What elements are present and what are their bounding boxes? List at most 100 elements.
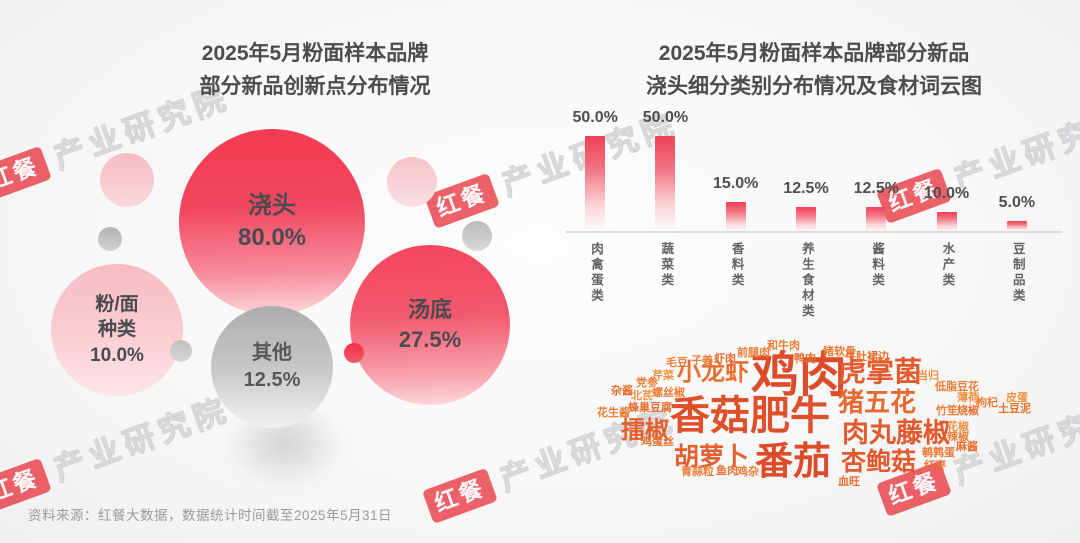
word-cloud: 鸡肉 香菇肥牛 番茄 虎掌菌 肉丸藤椒 猪五花 杏鲍菇 胡萝卜 小龙虾 擂椒 和牛肉 猪软骨 牛肚裙边 前… [595,335,1047,507]
bar-plot-area: 50.0% 50.0% 15.0% 12.5% 12.5% 10.0% 5.0% [560,105,1052,231]
bar-category-label: 豆制品类 [1010,242,1025,304]
word-cloud-term: 杏鲍菇 [841,448,917,476]
bubble-value: 27.5% [398,327,462,352]
bubble-value: 12.5% [243,369,301,391]
decor-circle-red [344,343,364,363]
bar-value-label: 10.0% [923,185,970,202]
bubble-jiaotou: 浇头 80.0% [179,129,365,315]
bubble-fenmian: 粉/面 种类 10.0% [51,264,183,396]
word-cloud-term: 小龙虾 [677,359,749,386]
word-cloud-term: 前腿肉 [737,347,770,359]
bar-category-label: 肉禽蛋类 [589,242,604,304]
decor-circle-gray-right [462,221,492,251]
bar-column-6: 5.0% [982,105,1052,231]
word-cloud-term: 红枣 [924,460,946,472]
watermark: 红餐产业研究院 [0,391,236,514]
word-cloud-term: 竹笙 [936,405,958,417]
source-note: 资料来源：红餐大数据，数据统计时间截至2025年5月31日 [28,508,393,523]
x-axis-line [566,231,1062,233]
word-cloud-term: 血旺 [838,476,860,488]
word-cloud-term: 蜂巢豆腐 [628,402,672,414]
word-cloud-term: 薄荷 [957,392,979,404]
bar [936,212,957,231]
bubble-value: 10.0% [90,344,144,366]
bar-category-label: 酱料类 [870,242,885,289]
decor-circle-pink-right [387,157,437,207]
decor-circle-gray-left [98,227,122,251]
bar-value-label: 12.5% [853,180,899,197]
word-cloud-term: 鸡杂 [737,466,759,478]
bar-category-label: 香料类 [729,242,744,289]
word-cloud-term: 鹌鹑蛋 [922,447,955,459]
bar-column-0: 50.0% [560,105,630,231]
watermark-brand-logo: 红餐 [422,467,498,524]
word-cloud-term: 低脂豆花 [935,381,979,393]
word-cloud-term: 杂酱 [611,385,633,397]
word-cloud-term: 猪软骨 [823,346,856,358]
bar-value-label: 50.0% [642,109,689,126]
word-cloud-term: 皮蛋 [1006,392,1028,404]
bar-column-5: 10.0% [911,105,981,231]
bubble-tangdi: 汤底 27.5% [350,245,510,405]
word-cloud-term: 麻酱 [956,441,978,453]
bar-value-label: 5.0% [998,194,1036,211]
word-cloud-term: 青蒜粒 [681,466,714,478]
watermark-brand-logo: 红餐 [0,145,52,202]
word-cloud-term: 毛豆 [666,357,688,369]
word-cloud-term: 烧椒 [957,405,979,417]
word-cloud-term: 党参 [636,377,658,389]
bubble-qita: 其他 12.5% [211,306,333,428]
bubble-chart-title-line2: 部分新品创新点分布情况 [199,74,431,98]
word-cloud-term: 番茄 [755,441,832,483]
bubble-chart-title: 2025年5月粉面样本品牌 部分新品创新点分布情况 [115,38,515,103]
bubble-label: 浇头 [248,191,296,219]
word-cloud-term: 花椒 [947,421,969,433]
bar-category-label: 蔬菜类 [659,242,674,289]
word-cloud-term: 花生酱 [597,407,630,419]
bubble-label: 汤底 [407,297,452,323]
word-cloud-term: 北芪 [631,390,653,402]
bar-value-label: 15.0% [713,175,759,192]
bar-column-1: 50.0% [630,105,700,231]
bar [585,136,606,231]
word-cloud-term: 虾肉 [714,353,736,365]
word-cloud-term: 子姜 [691,355,713,367]
bar [795,207,816,231]
word-cloud-term: 当归 [917,370,939,382]
bar-category-label: 水产类 [940,242,955,289]
bar-category-row: 肉禽蛋类 蔬菜类 香料类 养生食材类 酱料类 水产类 豆制品类 [560,242,1052,320]
bubble-label-line1: 粉/面 [95,293,139,315]
bar-chart-title: 2025年5月粉面样本品牌部分新品 浇头细分类别分布情况及食材词云图 [588,38,1040,103]
word-cloud-term: 辣椒 [947,431,969,443]
word-cloud-term: 香菇肥牛 [670,394,830,438]
word-cloud-term: 鸭肉 [794,353,816,365]
bar [1006,221,1027,231]
word-cloud-term: 猪五花 [838,387,917,417]
bubble-value: 80.0% [237,224,307,251]
word-cloud-term: 擂椒 [621,417,669,444]
bar-column-3: 12.5% [771,105,841,231]
bar [655,136,676,231]
bubble-chart-title-line1: 2025年5月粉面样本品牌 [201,42,429,65]
word-cloud-term: 牛肚裙边 [845,351,889,363]
bubble-label: 其他 [252,342,292,364]
word-cloud-term: 芹菜 [652,370,674,382]
bar-column-2: 15.0% [701,105,771,231]
bar [866,207,887,231]
bar-chart-title-line1: 2025年5月粉面样本品牌部分新品 [658,42,970,65]
bar-value-label: 50.0% [572,109,618,126]
bar-category-label: 养生食材类 [799,242,814,320]
word-cloud-term: 虎掌菌 [838,356,923,387]
bubble-label-line2: 种类 [97,319,136,341]
word-cloud-term: 螺丝椒 [652,387,685,399]
bar-chart-title-line2: 浇头细分类别分布情况及食材词云图 [646,74,982,98]
bar [725,202,746,231]
word-cloud-term: 鸡蛋丝 [641,436,674,448]
word-cloud-term: 肉丸藤椒 [842,418,950,448]
decor-circle-gray-mid [170,340,192,362]
word-cloud-term: 和牛肉 [767,340,800,352]
decor-circle-pink-left [100,153,154,207]
word-cloud-term: 土豆泥 [998,403,1031,415]
bar-column-4: 12.5% [841,105,911,231]
